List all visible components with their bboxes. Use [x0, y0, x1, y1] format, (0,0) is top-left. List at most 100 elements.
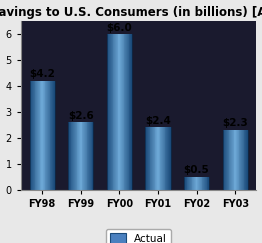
Bar	[30, 81, 31, 190]
Bar	[204, 177, 205, 190]
Bar	[184, 177, 185, 190]
Bar	[164, 127, 165, 190]
Bar	[72, 122, 73, 190]
Bar	[156, 127, 157, 190]
Text: $6.0: $6.0	[106, 23, 132, 33]
Bar	[51, 81, 52, 190]
Bar	[37, 81, 38, 190]
Bar	[163, 127, 164, 190]
Bar	[238, 130, 239, 190]
Bar	[158, 127, 159, 190]
Bar	[195, 177, 196, 190]
Bar	[50, 81, 51, 190]
Bar	[246, 130, 247, 190]
Bar	[154, 127, 155, 190]
Bar	[80, 122, 81, 190]
Bar	[38, 81, 39, 190]
Bar	[206, 177, 207, 190]
Bar	[169, 127, 170, 190]
Bar	[247, 130, 248, 190]
Bar	[123, 34, 124, 190]
Bar	[49, 81, 50, 190]
Bar	[109, 34, 110, 190]
Bar	[240, 130, 241, 190]
Bar	[32, 81, 33, 190]
Bar	[245, 130, 246, 190]
Bar	[46, 81, 47, 190]
Bar	[129, 34, 130, 190]
Bar	[235, 130, 236, 190]
Bar	[114, 34, 115, 190]
Bar	[170, 127, 171, 190]
Bar	[197, 177, 198, 190]
Bar	[91, 122, 92, 190]
Bar	[73, 122, 74, 190]
Bar	[115, 34, 116, 190]
Bar	[244, 130, 245, 190]
Bar	[242, 130, 243, 190]
Bar	[41, 81, 42, 190]
Bar	[52, 81, 53, 190]
Bar	[43, 81, 44, 190]
Bar	[146, 127, 147, 190]
Bar	[151, 127, 152, 190]
Bar	[199, 177, 200, 190]
Bar	[54, 81, 55, 190]
Bar	[145, 127, 146, 190]
Bar	[147, 127, 148, 190]
Bar	[69, 122, 70, 190]
Bar	[186, 177, 187, 190]
Bar	[92, 122, 93, 190]
Bar	[167, 127, 168, 190]
Bar	[112, 34, 113, 190]
Bar	[81, 122, 82, 190]
Text: $2.6: $2.6	[68, 111, 94, 121]
Bar	[234, 130, 235, 190]
Bar	[165, 127, 166, 190]
Bar	[82, 122, 83, 190]
Bar	[107, 34, 108, 190]
Bar	[86, 122, 88, 190]
Bar	[152, 127, 153, 190]
Bar	[201, 177, 203, 190]
Bar	[232, 130, 233, 190]
Bar	[227, 130, 228, 190]
Bar	[120, 34, 121, 190]
Bar	[116, 34, 117, 190]
Bar	[198, 177, 199, 190]
Bar	[110, 34, 111, 190]
Bar	[166, 127, 167, 190]
Bar	[85, 122, 86, 190]
Bar	[126, 34, 127, 190]
Legend: Actual: Actual	[106, 229, 171, 243]
Text: $2.4: $2.4	[145, 116, 171, 126]
Bar	[76, 122, 77, 190]
Bar	[231, 130, 232, 190]
Bar	[168, 127, 169, 190]
Bar	[45, 81, 46, 190]
Bar	[121, 34, 122, 190]
Bar	[243, 130, 244, 190]
Bar	[119, 34, 120, 190]
Bar	[31, 81, 32, 190]
Bar	[44, 81, 45, 190]
Bar	[236, 130, 237, 190]
Bar	[34, 81, 35, 190]
Bar	[196, 177, 197, 190]
Bar	[40, 81, 41, 190]
Bar	[117, 34, 118, 190]
Bar	[207, 177, 208, 190]
Bar	[150, 127, 151, 190]
Bar	[193, 177, 194, 190]
Bar	[149, 127, 150, 190]
Bar	[89, 122, 90, 190]
Bar	[84, 122, 85, 190]
Bar	[108, 34, 109, 190]
Bar	[191, 177, 192, 190]
Bar	[88, 122, 89, 190]
Bar	[203, 177, 204, 190]
Bar	[194, 177, 195, 190]
Bar	[127, 34, 128, 190]
Bar	[233, 130, 234, 190]
Bar	[128, 34, 129, 190]
